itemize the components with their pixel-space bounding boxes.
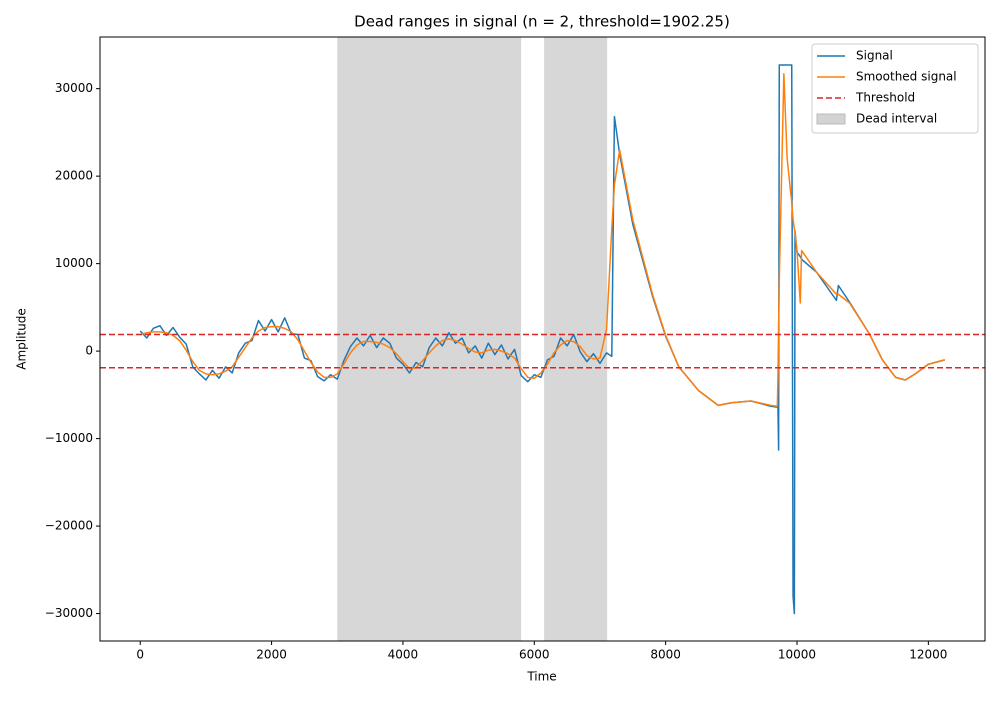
dead-interval <box>337 37 522 641</box>
y-tick-label: −10000 <box>45 431 93 445</box>
y-tick-label: 30000 <box>55 81 93 95</box>
legend-label: Dead interval <box>856 112 937 126</box>
legend-label: Signal <box>856 49 893 63</box>
x-tick-label: 12000 <box>909 648 947 662</box>
legend-box <box>811 43 979 134</box>
y-tick-label: −30000 <box>45 606 93 620</box>
series-line <box>140 73 945 407</box>
y-axis-label: Amplitude <box>15 308 29 370</box>
x-tick-label: 10000 <box>778 648 816 662</box>
y-tick-label: −20000 <box>45 519 93 533</box>
x-tick-label: 8000 <box>650 648 681 662</box>
x-tick-label: 4000 <box>388 648 419 662</box>
legend-swatch <box>816 113 846 125</box>
plot-area <box>100 37 985 641</box>
y-tick-label: 20000 <box>55 169 93 183</box>
y-tick-label: 0 <box>85 344 93 358</box>
chart-title: Dead ranges in signal (n = 2, threshold=… <box>354 13 730 31</box>
x-tick-label: 0 <box>136 648 144 662</box>
series-line <box>139 64 945 615</box>
y-tick-label: 10000 <box>55 256 93 270</box>
plot-frame <box>99 36 986 642</box>
x-tick-label: 2000 <box>256 648 287 662</box>
x-axis-label: Time <box>526 670 556 684</box>
legend-label: Smoothed signal <box>856 70 957 84</box>
legend-label: Threshold <box>855 91 915 105</box>
x-tick-label: 6000 <box>519 648 550 662</box>
